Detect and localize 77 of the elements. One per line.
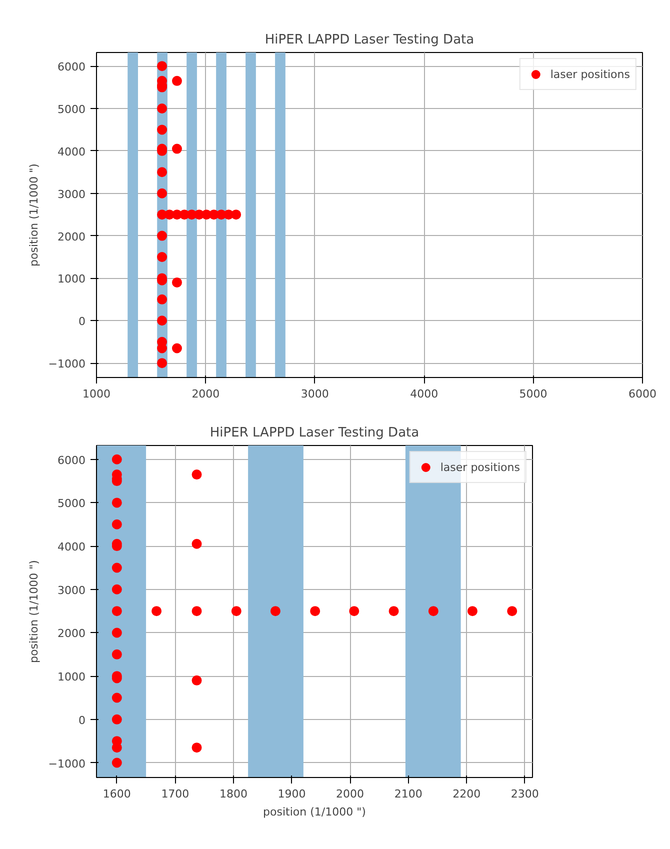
point <box>231 606 242 616</box>
x-tick-label: 3000 <box>300 388 329 400</box>
point <box>192 606 202 616</box>
point <box>172 76 182 86</box>
x-tick-label: 2000 <box>336 788 364 800</box>
x-tick-label: 2100 <box>394 788 422 800</box>
y-tick-label: 1000 <box>58 272 86 286</box>
y-tick-label: −1000 <box>48 757 86 770</box>
y-tick-label: 0 <box>78 714 86 727</box>
legend-label: laser positions <box>550 68 630 80</box>
point <box>112 519 122 530</box>
point <box>388 606 399 616</box>
y-tick-label: 3000 <box>58 584 86 597</box>
point <box>310 606 320 616</box>
point <box>157 167 168 178</box>
point <box>349 606 360 616</box>
point <box>112 758 122 768</box>
point <box>157 294 168 304</box>
point <box>112 742 122 753</box>
y-axis-title: position (1/1000 ") <box>27 560 40 663</box>
point <box>192 470 202 480</box>
point <box>428 606 438 616</box>
point <box>157 252 168 262</box>
y-tick-label: 3000 <box>58 188 86 201</box>
x-tick-label: 2300 <box>510 788 539 800</box>
y-tick-label: 2000 <box>58 230 86 244</box>
x-tick-label: 1700 <box>161 788 190 800</box>
point <box>112 649 122 660</box>
point <box>112 714 122 724</box>
y-tick-label: 4000 <box>58 145 86 158</box>
y-tick-label: −1000 <box>48 358 86 371</box>
point <box>157 61 168 72</box>
y-tick-label: 6000 <box>58 60 86 74</box>
point <box>112 498 122 508</box>
point <box>112 606 122 616</box>
point <box>157 104 168 114</box>
point <box>172 144 182 154</box>
x-axis-title: position (1/1000 ") <box>263 806 366 818</box>
x-tick-label: 1800 <box>219 788 248 800</box>
x-tick-label: 2200 <box>452 788 481 800</box>
point <box>157 358 168 368</box>
y-tick-label: 2000 <box>58 627 86 640</box>
chart-title: HiPER LAPPD Laser Testing Data <box>264 32 474 48</box>
point <box>157 124 168 135</box>
point <box>157 316 168 326</box>
point <box>172 343 182 354</box>
point <box>172 277 182 288</box>
x-tick-label: 2000 <box>192 388 220 400</box>
point <box>157 230 168 241</box>
point <box>192 538 202 549</box>
point <box>112 454 122 464</box>
y-axis-title: position (1/1000 ") <box>27 164 40 266</box>
y-tick-label: 4000 <box>58 540 86 554</box>
x-tick-label: 6000 <box>628 388 657 400</box>
y-tick-label: 0 <box>78 315 86 328</box>
point <box>507 606 518 616</box>
point <box>157 188 168 198</box>
x-tick-label: 1600 <box>102 788 131 800</box>
point <box>112 584 122 594</box>
point <box>112 562 122 573</box>
x-tick-label: 5000 <box>519 388 548 400</box>
point <box>192 742 202 753</box>
x-tick-label: 1900 <box>278 788 306 800</box>
point <box>270 606 280 616</box>
x-tick-label: 4000 <box>410 388 438 400</box>
point <box>152 606 162 616</box>
chart-title: HiPER LAPPD Laser Testing Data <box>210 426 420 440</box>
point <box>467 606 478 616</box>
y-tick-label: 5000 <box>58 497 86 510</box>
point <box>231 210 242 220</box>
y-tick-label: 6000 <box>58 454 86 467</box>
point <box>112 628 122 638</box>
point <box>192 675 202 686</box>
y-tick-label: 5000 <box>58 103 86 116</box>
legend-label: laser positions <box>440 460 520 474</box>
point <box>112 692 122 703</box>
y-tick-label: 1000 <box>58 670 86 684</box>
